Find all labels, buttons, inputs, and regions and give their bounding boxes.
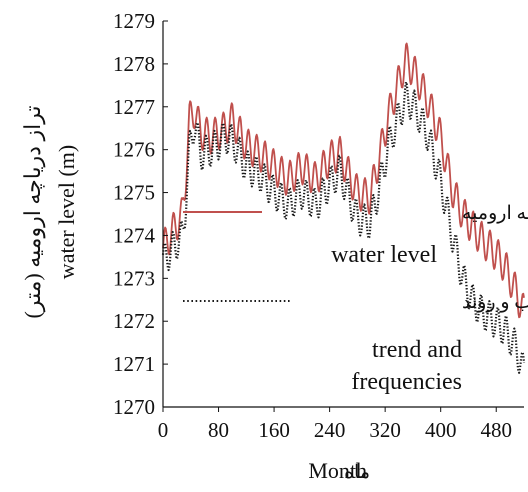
- y-tick-label: 1271: [113, 352, 155, 376]
- plot-area: [161, 42, 526, 374]
- y-tick-label: 1279: [113, 9, 155, 33]
- x-axis-title-en: Month: [308, 458, 367, 483]
- legend-label-water-level-fa: تراز دریاچه ارومیه: [462, 203, 528, 224]
- series-line-1: [161, 80, 526, 374]
- legend-label-trend-en-line2: frequencies: [351, 369, 462, 395]
- series-line-0: [162, 42, 525, 319]
- x-tick-label: 240: [314, 418, 346, 442]
- legend-label-trend-fa: مجموع تناوب و روند: [462, 292, 528, 313]
- y-tick-label: 1273: [113, 266, 155, 290]
- y-tick-label: 1276: [113, 138, 155, 162]
- legend-label-trend-en-line1: trend and: [372, 337, 462, 363]
- legend-label-water-level-en: water level: [331, 242, 437, 268]
- y-tick-label: 1274: [113, 223, 156, 247]
- y-tick-label: 1275: [113, 181, 155, 205]
- y-tick-label: 1277: [113, 95, 155, 119]
- x-axis-title-fa: ماه: [344, 462, 370, 483]
- y-tick-label: 1270: [113, 395, 155, 419]
- y-tick-label: 1272: [113, 309, 155, 333]
- x-tick-label: 480: [480, 418, 512, 442]
- legend: تراز دریاچه ارومیه water level مجموع تنا…: [183, 203, 528, 395]
- y-tick-label: 1278: [113, 52, 155, 76]
- x-tick-label: 320: [369, 418, 401, 442]
- x-tick-label: 80: [208, 418, 229, 442]
- x-tick-label: 160: [258, 418, 290, 442]
- axes: 1270 1271 1272 1273 1274 1275 1276 1277 1278 1279…: [113, 9, 524, 442]
- x-tick-label: 400: [425, 418, 457, 442]
- x-tick-label: 0: [158, 418, 169, 442]
- y-axis-title-en: water level (m): [54, 145, 79, 279]
- y-axis-title-fa: تراز دریاچه ارومیه (متر): [20, 106, 46, 319]
